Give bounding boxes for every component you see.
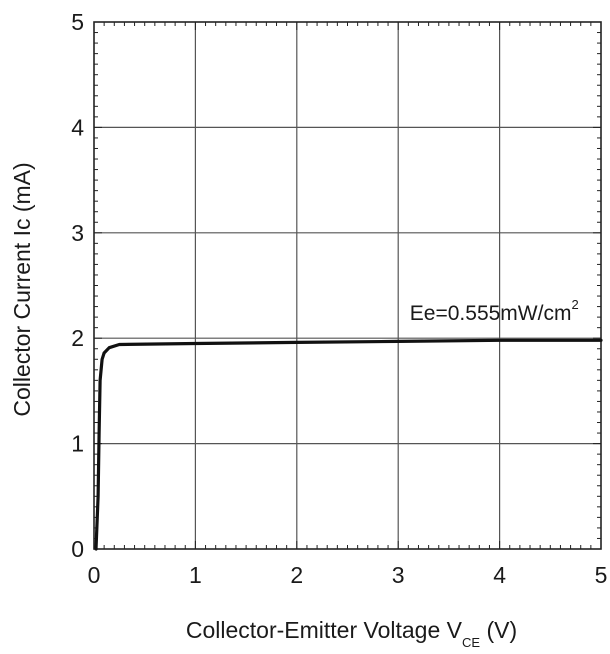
y-tick-label: 0: [71, 536, 84, 562]
y-tick-label: 1: [71, 431, 84, 457]
x-axis-title: Collector-Emitter Voltage VCE (V): [186, 617, 517, 650]
series-line: [94, 338, 603, 551]
y-tick-label: 3: [71, 220, 84, 246]
x-axis-title-subscript: CE: [462, 635, 480, 650]
x-tick-label: 5: [595, 562, 608, 588]
x-axis-title-suffix: (V): [480, 617, 517, 643]
x-tick-label: 3: [392, 562, 405, 588]
y-tick-labels: 0 1 2 3 4 5: [71, 9, 84, 562]
minor-ticks: [93, 21, 602, 550]
y-tick-label: 4: [71, 114, 84, 140]
x-tick-labels: 0 1 2 3 4 5: [88, 562, 608, 588]
annotation-superscript: 2: [571, 297, 578, 312]
y-axis-title: Collector Current Ic (mA): [9, 162, 35, 416]
x-tick-label: 0: [88, 562, 101, 588]
x-axis-title-main: Collector-Emitter Voltage V: [186, 617, 463, 643]
annotation-label: Ee=0.555mW/cm2: [410, 297, 579, 325]
y-tick-label: 5: [71, 9, 84, 35]
x-tick-label: 4: [493, 562, 506, 588]
y-tick-label: 2: [71, 325, 84, 351]
series-layer: [94, 338, 603, 551]
x-tick-label: 2: [290, 562, 303, 588]
x-tick-label: 1: [189, 562, 202, 588]
grid: [94, 22, 601, 549]
annotation-main: Ee=0.555mW/cm: [410, 302, 572, 325]
plot-frame: [93, 21, 602, 550]
